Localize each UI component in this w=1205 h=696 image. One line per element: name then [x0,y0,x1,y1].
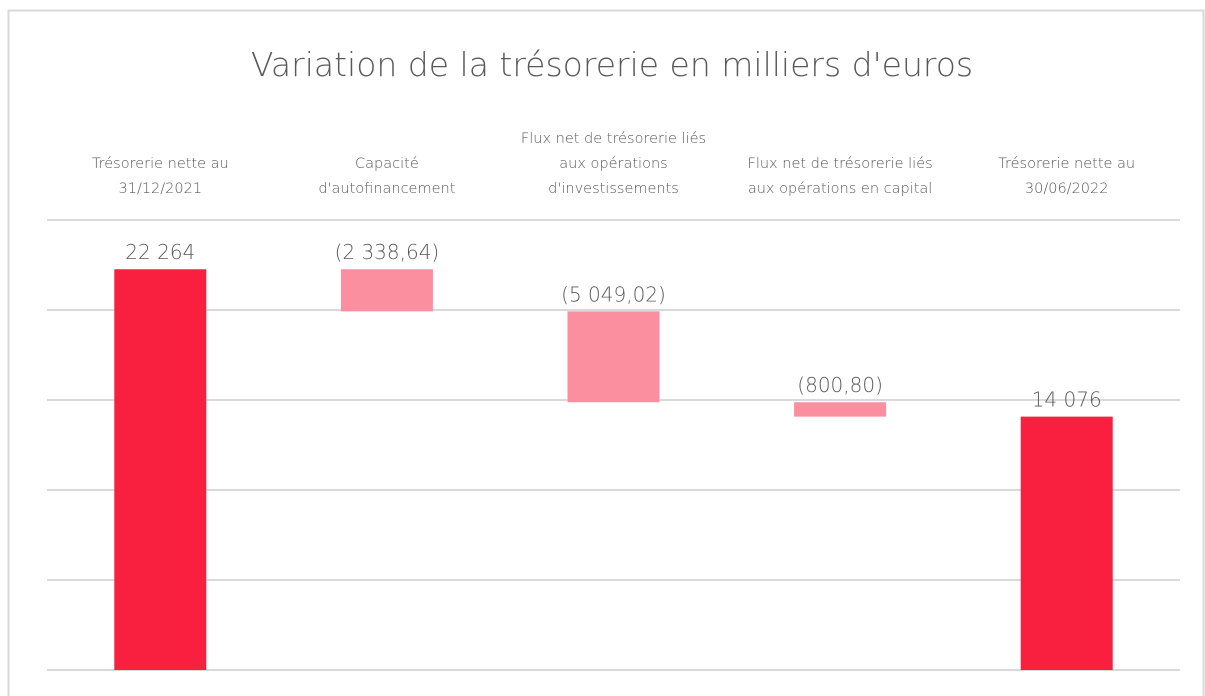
x-tick-label: Capacité d'autofinancement [287,110,487,202]
x-tick-label-text: Capacité d'autofinancement [318,156,456,197]
value-label: 14 076 [1032,388,1102,412]
value-label: (2 338,64) [335,240,440,264]
bar [340,269,433,312]
x-tick-label-text: Flux net de trésorerie liés aux opératio… [747,156,933,197]
x-tick-label: Flux net de trésorerie liés aux opératio… [514,110,714,202]
bar [567,311,660,403]
value-label: (5 049,02) [561,282,666,306]
bar [114,269,207,670]
x-tick-label-text: Trésorerie nette au 30/06/2022 [998,156,1136,197]
bar [1020,416,1113,670]
value-label: 22 264 [125,240,195,264]
x-tick-label-text: Flux net de trésorerie liés aux opératio… [520,131,707,197]
bar [794,402,887,417]
value-label: (800,80) [797,373,883,397]
x-tick-label: Flux net de trésorerie liés aux opératio… [740,110,940,202]
x-tick-label: Trésorerie nette au 31/12/2021 [60,110,260,202]
frame [7,9,1205,696]
x-tick-label: Trésorerie nette au 30/06/2022 [967,110,1167,202]
chart-title: Variation de la trésorerie en milliers d… [251,45,973,84]
x-tick-label-text: Trésorerie nette au 31/12/2021 [91,156,229,197]
